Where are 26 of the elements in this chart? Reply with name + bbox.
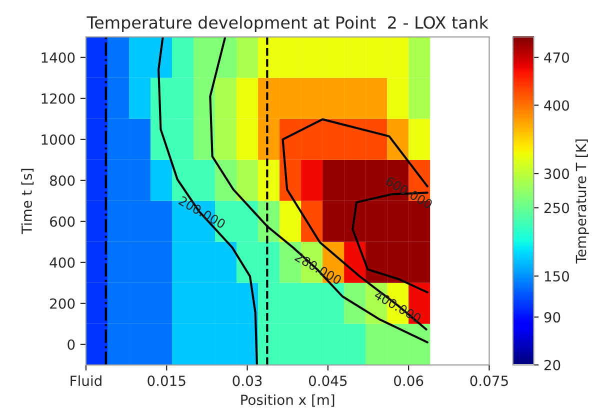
color-bar-label: 470 xyxy=(544,52,570,63)
x-tick-label: 0.075 xyxy=(470,376,508,386)
x-tick-label: 0.045 xyxy=(308,376,347,386)
y-axis-title: Time t [s] xyxy=(21,168,34,234)
chart-title: Temperature development at Point 2 - LOX tank xyxy=(86,16,488,32)
color-bar-label: 300 xyxy=(544,168,570,180)
color-bar-label: 250 xyxy=(544,202,570,214)
color-bar-label: 90 xyxy=(544,312,560,323)
x-tick-label: 0.06 xyxy=(394,376,424,386)
x-tick-label: 0.015 xyxy=(148,376,186,386)
color-bar-label: 400 xyxy=(544,100,570,111)
y-tick-label: 600 xyxy=(50,216,75,227)
y-tick-label: 200 xyxy=(50,298,75,309)
color-bar-title: Temperature T [K] xyxy=(575,139,589,264)
color-bar-label: 150 xyxy=(544,271,570,282)
x-tick-label: Fluid xyxy=(70,375,102,386)
y-tick-label: 0 xyxy=(68,339,75,350)
y-tick-label: 1000 xyxy=(42,134,75,145)
x-axis-title: Position x [m] xyxy=(241,394,334,407)
x-tick-label: 0.03 xyxy=(232,376,262,386)
y-tick-label: 1200 xyxy=(42,93,75,104)
y-tick-label: 1400 xyxy=(42,52,75,63)
color-bar-label: 20 xyxy=(544,360,560,370)
y-tick-label: 800 xyxy=(50,175,75,186)
y-tick-label: 400 xyxy=(50,257,75,268)
line-series xyxy=(158,36,258,365)
